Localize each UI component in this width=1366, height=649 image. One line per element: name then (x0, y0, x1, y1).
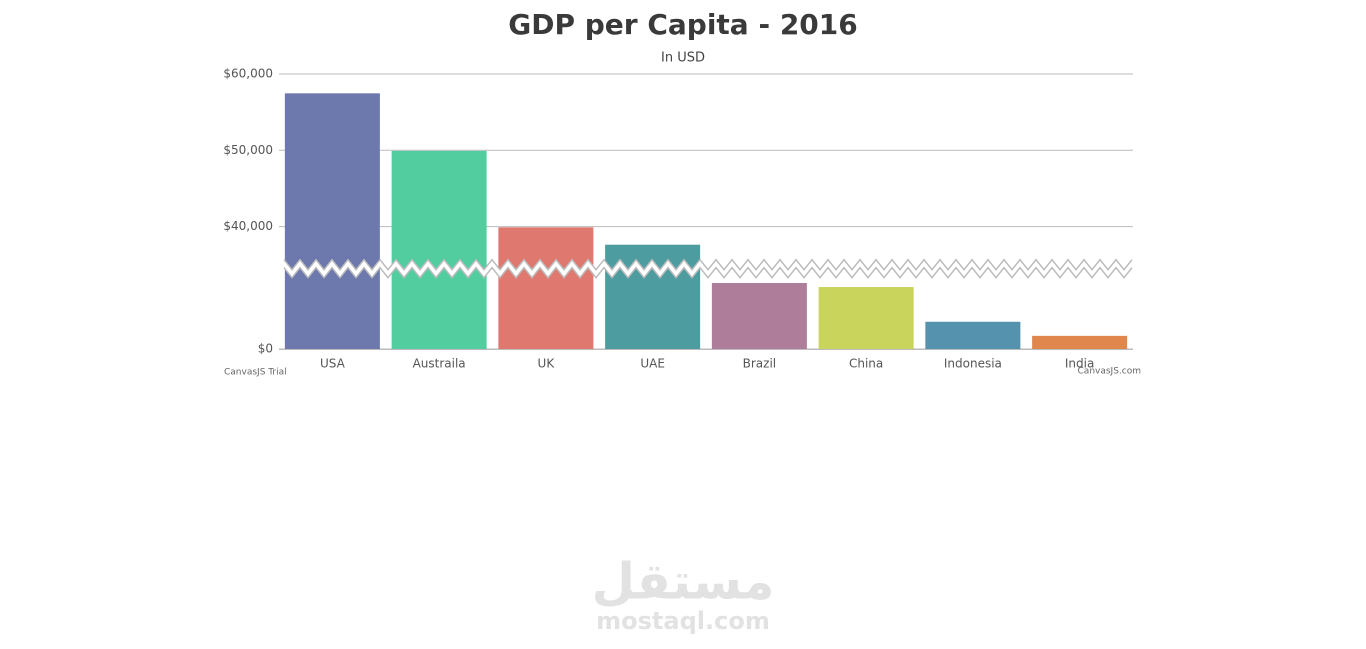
x-tick-label: Brazil (743, 357, 777, 371)
bar (498, 227, 594, 349)
x-tick-label: Austraila (413, 357, 466, 371)
scale-break-edge (283, 266, 1133, 279)
bar (1032, 335, 1128, 349)
x-tick-label: Indonesia (944, 357, 1002, 371)
scale-break-edge (283, 258, 1133, 271)
bar (711, 283, 807, 349)
x-tick-label: China (849, 357, 883, 371)
bar (818, 287, 914, 349)
bar (284, 93, 380, 349)
y-tick-label: $40,000 (223, 219, 273, 233)
credit: CanvasJS.com (1078, 367, 1141, 377)
bar (925, 321, 1021, 349)
x-tick-label: UK (538, 357, 556, 371)
x-tick-label: India (1065, 357, 1094, 371)
watermark: مستقل (592, 553, 775, 611)
x-tick-label: USA (320, 357, 346, 371)
chart-subtitle: In USD (661, 51, 705, 66)
y-tick-label: $50,000 (223, 143, 273, 157)
y-tick-label: $0 (258, 342, 273, 356)
chart-title: GDP per Capita - 2016 (508, 8, 858, 41)
x-tick-label: UAE (640, 357, 665, 371)
credit: CanvasJS Trial (224, 368, 287, 378)
watermark: mostaql.com (596, 607, 770, 635)
bar (391, 150, 487, 349)
y-tick-label: $60,000 (223, 67, 273, 81)
